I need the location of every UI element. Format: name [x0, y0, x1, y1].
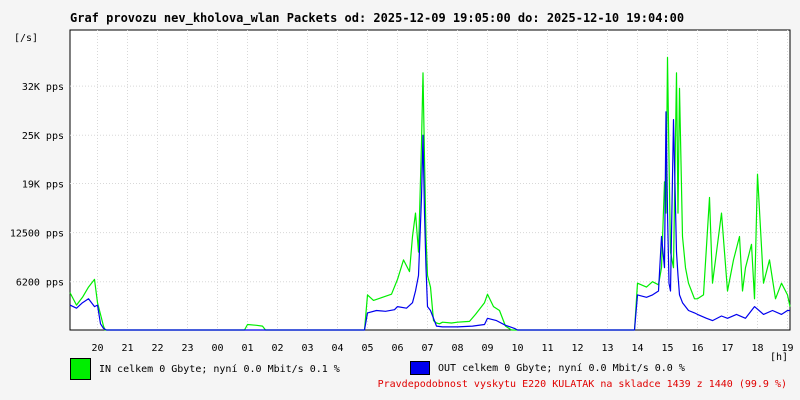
x-tick-label: 01: [241, 343, 253, 354]
x-tick-label: 11: [541, 343, 553, 354]
x-tick-label: 15: [661, 343, 673, 354]
x-tick-label: 04: [331, 343, 343, 354]
x-axis-label: [h]: [770, 352, 788, 363]
x-tick-label: 23: [181, 343, 193, 354]
series-out-line: [69, 111, 790, 331]
x-tick-label: 12: [571, 343, 583, 354]
x-tick-label: 17: [721, 343, 733, 354]
x-tick-label: 02: [271, 343, 283, 354]
series-in-line: [69, 56, 791, 331]
x-tick-label: 07: [421, 343, 433, 354]
chart-title: Graf provozu nev_kholova_wlan Packets od…: [70, 11, 685, 25]
legend-in-text: IN celkem 0 Gbyte; nyní 0.0 Mbit/s 0.1 %: [99, 363, 340, 375]
probability-note: Pravdepodobnost vyskytu E220 KULATAK na …: [377, 379, 787, 390]
x-tick-label: 05: [361, 343, 373, 354]
legend-out: OUT celkem 0 Gbyte; nyní 0.0 Mbit/s 0.0 …: [410, 357, 685, 379]
x-gridlines: [97, 30, 789, 330]
y-tick-label: 6200 pps: [16, 278, 64, 289]
x-tick-label: 16: [691, 343, 703, 354]
y-tick-label: 19K pps: [22, 180, 64, 191]
y-tick-label: 32K pps: [22, 82, 64, 93]
x-tick-label: 09: [481, 343, 493, 354]
y-axis-label: [/s]: [14, 33, 38, 44]
legend-in: IN celkem 0 Gbyte; nyní 0.0 Mbit/s 0.1 %: [70, 358, 340, 380]
x-tick-label: 22: [151, 343, 163, 354]
x-tick-label: 19: [781, 343, 793, 354]
x-tick-label: 18: [751, 343, 763, 354]
series-layer: [69, 56, 791, 331]
x-tick-label: 21: [121, 343, 133, 354]
legend-in-swatch: [70, 358, 91, 380]
x-tick-label: 06: [391, 343, 403, 354]
y-tick-label: 12500 pps: [10, 229, 64, 240]
x-tick-label: 14: [631, 343, 643, 354]
plot-area: [69, 29, 791, 331]
y-gridlines: [70, 85, 790, 283]
y-tick-labels: 6200 pps 12500 pps 19K pps 25K pps 32K pps: [10, 82, 64, 289]
legend-out-swatch: [410, 361, 430, 375]
x-tick-label: 08: [451, 343, 463, 354]
y-tick-label: 25K pps: [22, 131, 64, 142]
x-tick-label: 03: [301, 343, 313, 354]
x-tick-labels: 20 21 22 23 00 01 02 03 04 05 06 07 08 09 10 11 12 13 14 15…: [91, 343, 793, 354]
x-tick-label: 10: [511, 343, 523, 354]
x-tick-label: 13: [601, 343, 613, 354]
x-tick-label: 20: [91, 343, 103, 354]
x-tick-label: 00: [211, 343, 223, 354]
legend-out-text: OUT celkem 0 Gbyte; nyní 0.0 Mbit/s 0.0 …: [438, 362, 685, 374]
